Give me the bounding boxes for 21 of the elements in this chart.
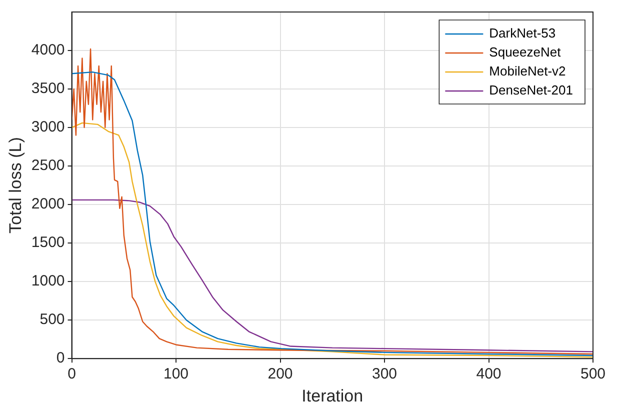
x-axis-title: Iteration [302,386,364,406]
x-tick-label: 300 [372,366,398,383]
legend-label: DarkNet-53 [489,26,556,41]
x-tick-label: 200 [268,366,293,383]
y-axis-title: Total loss (L) [6,137,25,234]
y-tick-label: 2000 [31,196,65,213]
x-tick-label: 500 [580,366,606,383]
y-tick-label: 0 [56,350,65,367]
x-tick-label: 400 [476,366,502,383]
legend-label: DenseNet-201 [489,82,573,98]
y-tick-label: 3500 [31,80,65,98]
y-tick-label: 500 [40,311,65,328]
y-tick-label: 3000 [31,118,65,136]
y-tick-label: 2500 [31,157,65,174]
y-tick-label: 4000 [31,42,65,59]
legend-label: SqueezeNet [489,44,562,60]
legend-label: MobileNet-v2 [489,64,566,79]
y-tick-label: 1000 [31,272,65,290]
x-tick-label: 100 [164,366,189,383]
x-tick-label: 0 [68,366,76,383]
y-tick-label: 1500 [31,234,65,252]
